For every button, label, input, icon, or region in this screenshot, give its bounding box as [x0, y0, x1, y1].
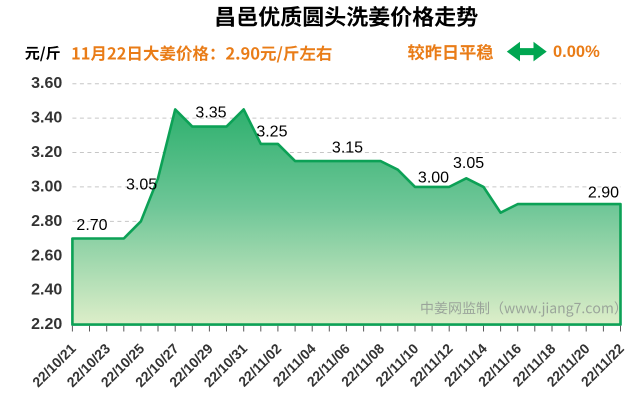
- svg-text:3.25: 3.25: [256, 123, 287, 140]
- svg-text:3.05: 3.05: [126, 176, 157, 193]
- svg-text:3.60: 3.60: [31, 75, 62, 92]
- svg-text:3.20: 3.20: [31, 144, 62, 161]
- svg-text:3.35: 3.35: [195, 104, 226, 121]
- svg-text:3.05: 3.05: [453, 155, 484, 172]
- svg-text:2.80: 2.80: [31, 213, 62, 230]
- svg-text:3.15: 3.15: [332, 139, 363, 156]
- svg-text:3.40: 3.40: [31, 110, 62, 127]
- svg-text:2.40: 2.40: [31, 282, 62, 299]
- svg-text:2.60: 2.60: [31, 247, 62, 264]
- svg-text:0.00%: 0.00%: [553, 43, 600, 61]
- svg-text:2.90: 2.90: [588, 185, 619, 202]
- svg-text:3.00: 3.00: [31, 178, 62, 195]
- svg-text:2.20: 2.20: [31, 316, 62, 333]
- svg-text:3.00: 3.00: [418, 169, 449, 186]
- svg-text:2.70: 2.70: [76, 217, 107, 234]
